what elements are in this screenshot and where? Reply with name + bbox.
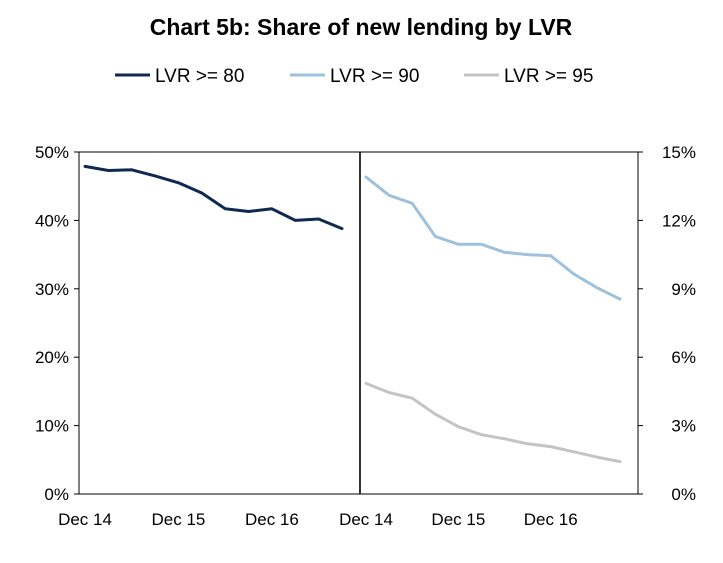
series-line-lvr-80: [83, 164, 344, 231]
right-y-tick-label: 15%: [662, 143, 696, 162]
right-y-tick-label: 0%: [671, 485, 696, 504]
left-x-tick-label: Dec 15: [152, 510, 206, 529]
plot-area: 0% 10% 20% 30% 40% 50% Dec 14 Dec 15 Dec 16 0% 3% 6…: [35, 143, 696, 529]
left-y-tick-label: 30%: [35, 280, 69, 299]
left-y-tick-label: 0%: [44, 485, 69, 504]
right-y-tick-label: 6%: [671, 348, 696, 367]
chart-title: Chart 5b: Share of new lending by LVR: [150, 14, 573, 40]
legend-label-lvr-80: LVR >= 80: [155, 66, 244, 87]
right-x-tick-label: Dec 16: [524, 510, 578, 529]
right-x-tick-label: Dec 15: [431, 510, 485, 529]
right-y-tick-label: 3%: [671, 417, 696, 436]
left-y-tick-label: 20%: [35, 348, 69, 367]
legend-label-lvr-90: LVR >= 90: [330, 66, 419, 87]
legend-label-lvr-95: LVR >= 95: [504, 66, 593, 87]
legend: LVR >= 80 LVR >= 90 LVR >= 95: [115, 66, 593, 87]
right-y-tick-label: 12%: [662, 211, 696, 230]
series-line-lvr-95: [364, 381, 622, 464]
left-y-tick-label: 50%: [35, 143, 69, 162]
left-y-tick-label: 10%: [35, 417, 69, 436]
left-y-tick-label: 40%: [35, 211, 69, 230]
left-x-tick-label: Dec 16: [245, 510, 299, 529]
series-line-lvr-90: [364, 175, 622, 301]
left-x-tick-label: Dec 14: [58, 510, 112, 529]
right-y-tick-label: 9%: [671, 280, 696, 299]
right-x-tick-label: Dec 14: [339, 510, 393, 529]
